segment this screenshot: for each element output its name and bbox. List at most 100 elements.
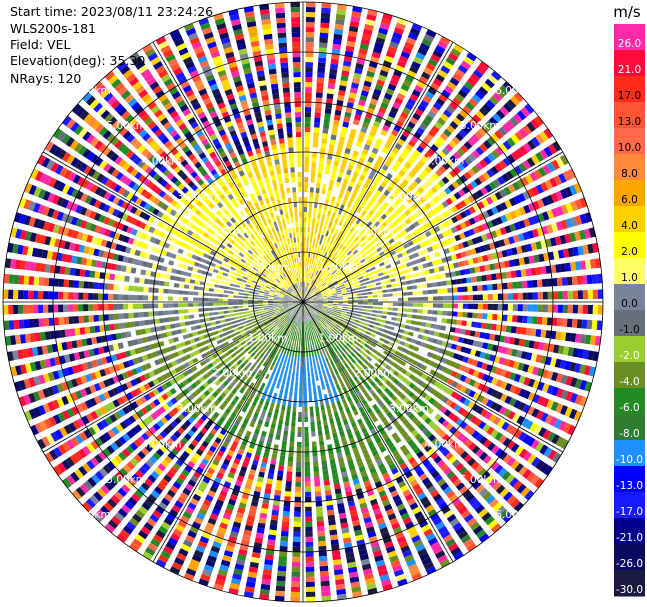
velocity-gate	[438, 151, 447, 160]
velocity-gate	[309, 284, 313, 289]
velocity-gate	[495, 379, 503, 388]
velocity-gate	[387, 293, 393, 297]
velocity-gate	[332, 165, 338, 172]
velocity-gate	[390, 321, 396, 326]
velocity-gate	[416, 315, 423, 320]
velocity-gate	[405, 422, 413, 430]
velocity-gate	[510, 95, 521, 106]
velocity-gate	[400, 229, 408, 236]
velocity-gate	[469, 330, 476, 337]
velocity-gate	[537, 279, 543, 288]
velocity-gate	[444, 187, 452, 195]
velocity-gate	[572, 304, 578, 314]
velocity-gate	[457, 189, 466, 197]
velocity-gate	[289, 365, 293, 371]
velocity-gate	[502, 304, 508, 311]
velocity-gate	[317, 277, 322, 283]
velocity-gate	[350, 352, 356, 358]
velocity-gate	[422, 118, 431, 127]
velocity-gate	[305, 576, 315, 582]
velocity-gate	[440, 406, 448, 414]
velocity-gate	[372, 120, 381, 128]
velocity-gate	[445, 173, 454, 181]
velocity-gate	[417, 227, 424, 234]
velocity-gate	[274, 490, 282, 496]
velocity-gate	[317, 365, 321, 371]
velocity-gate	[523, 256, 530, 265]
velocity-gate	[304, 147, 310, 153]
velocity-gate	[320, 311, 326, 315]
velocity-gate	[388, 326, 395, 331]
velocity-gate	[394, 398, 401, 406]
velocity-gate	[367, 228, 373, 235]
velocity-gate	[350, 16, 361, 23]
velocity-gate	[396, 333, 403, 339]
velocity-gate	[429, 387, 437, 395]
velocity-gate	[312, 297, 318, 300]
velocity-gate	[237, 325, 244, 330]
velocity-gate	[303, 327, 305, 332]
velocity-gate	[571, 319, 578, 328]
velocity-gate	[499, 406, 507, 415]
velocity-gate	[556, 277, 563, 286]
velocity-gate	[507, 304, 513, 311]
velocity-gate	[338, 255, 343, 261]
velocity-gate	[516, 350, 523, 358]
velocity-gate	[304, 187, 308, 193]
velocity-gate	[439, 36, 451, 45]
velocity-gate	[448, 246, 455, 253]
velocity-gate	[482, 254, 489, 262]
velocity-gate	[267, 534, 276, 541]
velocity-gate	[448, 334, 455, 341]
velocity-gate	[354, 200, 360, 207]
velocity-gate	[547, 449, 557, 461]
velocity-gate	[502, 157, 512, 167]
velocity-gate	[331, 48, 341, 55]
velocity-gate	[269, 375, 274, 381]
velocity-gate	[442, 288, 448, 294]
velocity-gate	[484, 264, 491, 272]
velocity-gate	[352, 294, 358, 297]
velocity-gate	[573, 410, 582, 422]
velocity-gate	[460, 346, 467, 353]
velocity-gate	[304, 486, 311, 492]
velocity-gate	[407, 357, 414, 364]
velocity-gate	[570, 216, 578, 227]
velocity-gate	[405, 74, 415, 83]
velocity-gate	[316, 511, 324, 517]
velocity-gate	[526, 188, 535, 198]
velocity-gate	[371, 181, 378, 188]
velocity-gate	[414, 272, 421, 277]
velocity-gate	[459, 174, 468, 183]
velocity-gate	[427, 337, 433, 343]
velocity-gate	[282, 516, 290, 522]
velocity-gate	[397, 345, 403, 351]
velocity-gate	[312, 386, 317, 392]
velocity-gate	[278, 460, 285, 466]
velocity-gate	[297, 331, 300, 337]
velocity-gate	[544, 414, 553, 425]
velocity-gate	[513, 501, 524, 512]
velocity-gate	[431, 437, 440, 446]
velocity-gate	[405, 174, 413, 182]
velocity-gate	[313, 312, 317, 317]
velocity-gate	[320, 575, 330, 582]
velocity-gate	[466, 412, 474, 421]
velocity-gate	[594, 258, 601, 269]
velocity-gate	[334, 369, 339, 375]
velocity-gate	[330, 134, 337, 141]
velocity-gate	[338, 249, 344, 255]
velocity-gate	[425, 230, 432, 238]
velocity-gate	[305, 581, 315, 587]
velocity-gate	[538, 167, 547, 177]
velocity-gate	[285, 415, 290, 422]
velocity-gate	[347, 294, 353, 297]
velocity-gate	[316, 293, 322, 296]
velocity-gate	[364, 75, 374, 83]
velocity-gate	[341, 312, 347, 316]
velocity-gate	[424, 114, 434, 123]
velocity-gate	[326, 159, 332, 165]
velocity-gate	[484, 243, 491, 251]
velocity-gate	[508, 236, 515, 245]
velocity-gate	[294, 501, 301, 507]
